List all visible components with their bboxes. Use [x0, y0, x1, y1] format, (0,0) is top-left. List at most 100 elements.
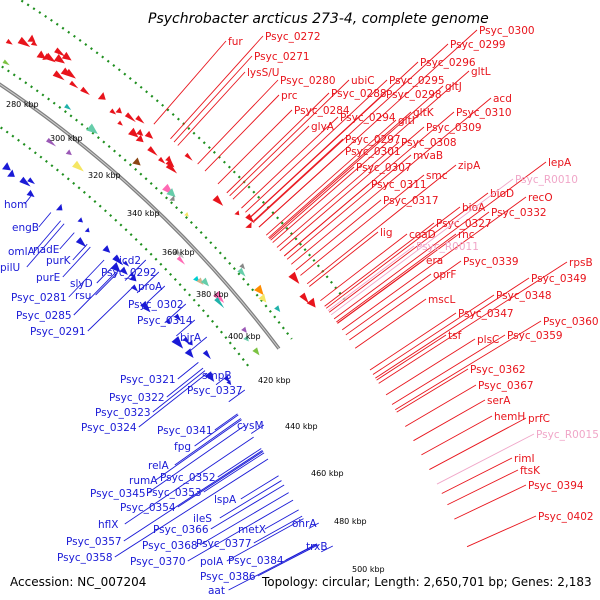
forward-gene-label[interactable]: Psyc_0271	[254, 51, 310, 63]
reverse-gene-label[interactable]: metX	[238, 524, 266, 536]
reverse-gene-label[interactable]: engB	[12, 222, 39, 234]
reverse-gene-label[interactable]: polA	[200, 556, 224, 568]
forward-gene-label[interactable]: gltJ	[445, 81, 462, 93]
forward-gene-label[interactable]: Psyc_0360	[543, 316, 599, 328]
forward-gene-label[interactable]: ubiC	[351, 75, 375, 87]
reverse-gene-label[interactable]: Psyc_0357	[66, 536, 122, 548]
forward-gene-label[interactable]: Psyc_0309	[426, 122, 482, 134]
reverse-gene-label[interactable]: ileS	[193, 513, 212, 525]
forward-gene-label[interactable]: lysS/U	[247, 67, 280, 79]
reverse-gene-label[interactable]: Psyc_0322	[109, 392, 165, 404]
forward-gene-label[interactable]: hemH	[494, 411, 525, 423]
forward-gene-label[interactable]: oprF	[433, 269, 456, 281]
forward-gene-label[interactable]: Psyc_0299	[450, 39, 506, 51]
rna-gene-label[interactable]: Psyc_R0010	[515, 174, 578, 186]
forward-gene-label[interactable]: Psyc_0317	[383, 195, 439, 207]
reverse-gene-label[interactable]: hflX	[98, 519, 118, 531]
forward-gene-label[interactable]: Psyc_0288	[331, 88, 387, 100]
reverse-gene-label[interactable]: Psyc_0345	[90, 488, 146, 500]
reverse-gene-label[interactable]: Psyc_0321	[120, 374, 176, 386]
reverse-gene-label[interactable]: Psyc_0352	[160, 472, 216, 484]
forward-gene-label[interactable]: Psyc_0362	[470, 364, 526, 376]
forward-gene-label[interactable]: recO	[528, 192, 553, 204]
reverse-gene-label[interactable]: Psyc_0285	[16, 310, 72, 322]
reverse-gene-label[interactable]: aat	[208, 585, 225, 597]
reverse-gene-label[interactable]: Psyc_0324	[81, 422, 137, 434]
reverse-gene-label[interactable]: trxB	[306, 541, 328, 553]
forward-gene-label[interactable]: prc	[281, 90, 298, 102]
forward-gene-label[interactable]: plsC	[477, 334, 499, 346]
forward-gene-label[interactable]: Psyc_0311	[371, 179, 427, 191]
reverse-gene-label[interactable]: proA	[138, 281, 163, 293]
reverse-gene-label[interactable]: purK	[46, 255, 72, 267]
reverse-gene-label[interactable]: Psyc_0323	[95, 407, 151, 419]
reverse-gene-label[interactable]: lspA	[214, 494, 237, 506]
reverse-gene-label[interactable]: nadE	[33, 244, 59, 256]
forward-gene-label[interactable]: glyA	[311, 121, 335, 133]
forward-gene-label[interactable]: prfC	[528, 413, 550, 425]
reverse-gene-label[interactable]: Psyc_0281	[11, 292, 67, 304]
reverse-gene-label[interactable]: rumA	[129, 475, 158, 487]
reverse-gene-label[interactable]: Psyc_0370	[130, 556, 186, 568]
forward-gene-label[interactable]: coaD	[409, 229, 436, 241]
reverse-gene-label[interactable]: smpB	[202, 370, 232, 382]
reverse-gene-label[interactable]: hom	[4, 199, 27, 211]
forward-gene-label[interactable]: Psyc_0308	[401, 137, 457, 149]
forward-gene-label[interactable]: smc	[426, 170, 448, 182]
reverse-gene-label[interactable]: cysM	[237, 420, 264, 432]
reverse-gene-label[interactable]: Psyc_0368	[142, 540, 198, 552]
forward-gene-label[interactable]: Psyc_0359	[507, 330, 563, 342]
forward-gene-label[interactable]: Psyc_0295	[389, 75, 445, 87]
reverse-gene-label[interactable]: Psyc_0337	[187, 385, 243, 397]
forward-gene-label[interactable]: Psyc_0349	[531, 273, 587, 285]
forward-gene-label[interactable]: fur	[228, 36, 243, 48]
forward-gene-label[interactable]: Psyc_0402	[538, 511, 594, 523]
forward-gene-label[interactable]: rimI	[514, 453, 535, 465]
forward-gene-label[interactable]: Psyc_0296	[420, 57, 476, 69]
forward-gene-label[interactable]: Psyc_0310	[456, 107, 512, 119]
reverse-gene-label[interactable]: Psyc_0341	[157, 425, 213, 437]
forward-gene-label[interactable]: rpsB	[569, 257, 593, 269]
reverse-gene-label[interactable]: purE	[36, 272, 60, 284]
forward-gene-label[interactable]: acd	[493, 93, 512, 105]
forward-gene-label[interactable]: lepA	[548, 157, 572, 169]
reverse-gene-label[interactable]: icd2	[119, 255, 141, 267]
forward-gene-label[interactable]: ftsK	[520, 465, 541, 477]
forward-gene-label[interactable]: Psyc_0367	[478, 380, 534, 392]
forward-gene-label[interactable]: Psyc_0348	[496, 290, 552, 302]
reverse-gene-label[interactable]: Psyc_0292	[101, 267, 157, 279]
reverse-gene-label[interactable]: Psyc_0302	[128, 299, 184, 311]
reverse-gene-label[interactable]: Psyc_0386	[200, 571, 256, 583]
forward-gene-label[interactable]: mvaB	[413, 150, 443, 162]
forward-gene-label[interactable]: gltL	[471, 66, 491, 78]
reverse-gene-label[interactable]: Psyc_0377	[196, 538, 252, 550]
forward-gene-label[interactable]: Psyc_0339	[463, 256, 519, 268]
forward-gene-label[interactable]: Psyc_0332	[491, 207, 547, 219]
forward-gene-label[interactable]: Psyc_0394	[528, 480, 584, 492]
forward-gene-label[interactable]: Psyc_0301	[345, 146, 401, 158]
forward-gene-label[interactable]: Psyc_0307	[356, 162, 412, 174]
forward-gene-label[interactable]: Psyc_0294	[340, 112, 396, 124]
rna-gene-label[interactable]: Psyc_R0015	[536, 429, 599, 441]
reverse-gene-label[interactable]: fpg	[174, 441, 191, 453]
forward-gene-label[interactable]: lig	[380, 227, 393, 239]
forward-gene-label[interactable]: Psyc_0272	[265, 31, 321, 43]
forward-gene-label[interactable]: gltK	[413, 107, 435, 119]
forward-gene-label[interactable]: Psyc_0300	[479, 25, 535, 37]
reverse-gene-label[interactable]: birA	[180, 332, 202, 344]
reverse-gene-label[interactable]: Psyc_0353	[146, 487, 202, 499]
reverse-gene-label[interactable]: relA	[148, 460, 169, 472]
forward-gene-label[interactable]: zipA	[458, 160, 481, 172]
reverse-gene-label[interactable]: pilU	[0, 262, 20, 274]
forward-gene-label[interactable]: Psyc_0347	[458, 308, 514, 320]
forward-gene-label[interactable]: Psyc_0327	[436, 218, 492, 230]
reverse-gene-label[interactable]: Psyc_0291	[30, 326, 86, 338]
reverse-gene-label[interactable]: Psyc_0384	[228, 555, 284, 567]
reverse-gene-label[interactable]: omlA	[8, 246, 36, 258]
forward-gene-label[interactable]: Psyc_0297	[345, 134, 401, 146]
reverse-gene-label[interactable]: Psyc_0358	[57, 552, 113, 564]
forward-gene-label[interactable]: rnc	[458, 229, 475, 241]
reverse-gene-label[interactable]: Psyc_0366	[153, 524, 209, 536]
forward-gene-label[interactable]: tsf	[448, 330, 462, 342]
reverse-gene-label[interactable]: rsu	[75, 290, 91, 302]
